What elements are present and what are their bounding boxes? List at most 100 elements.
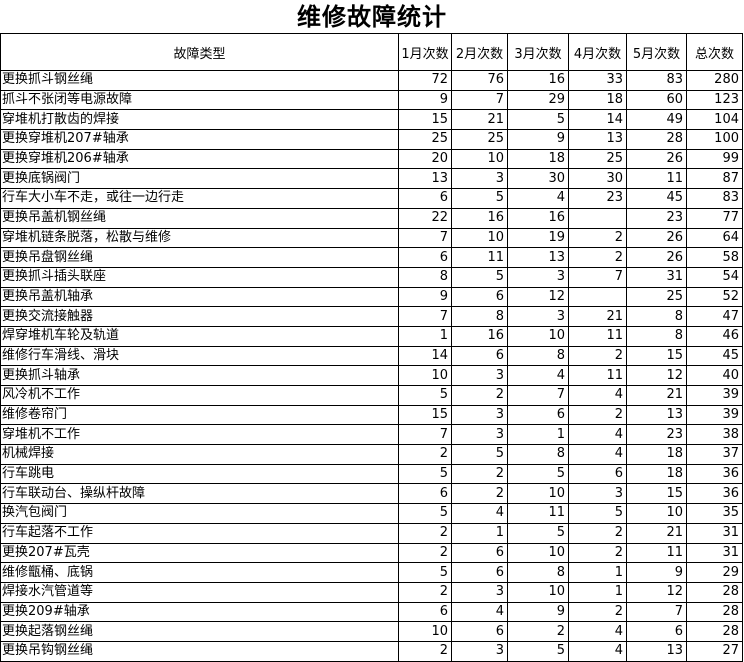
month-count-cell[interactable]: 2 bbox=[568, 345, 627, 367]
month-count-cell[interactable]: 7 bbox=[398, 227, 452, 249]
total-cell[interactable]: 77 bbox=[686, 207, 743, 229]
fault-type-cell[interactable]: 更换底锅阀门 bbox=[0, 168, 399, 190]
fault-type-cell[interactable]: 行车跳电 bbox=[0, 463, 399, 485]
month-count-cell[interactable]: 31 bbox=[626, 266, 687, 288]
month-count-cell[interactable]: 2 bbox=[568, 227, 627, 249]
total-cell[interactable]: 52 bbox=[686, 286, 743, 308]
month-count-cell[interactable]: 22 bbox=[398, 207, 452, 229]
month-count-cell[interactable]: 6 bbox=[451, 621, 508, 642]
fault-type-cell[interactable]: 穿堆机不工作 bbox=[0, 424, 399, 446]
fault-type-cell[interactable]: 更换吊钩钢丝绳 bbox=[0, 640, 399, 662]
month-count-cell[interactable]: 26 bbox=[626, 148, 687, 170]
total-cell[interactable]: 104 bbox=[686, 109, 743, 131]
month-count-cell[interactable]: 6 bbox=[451, 286, 508, 308]
month-count-cell[interactable]: 6 bbox=[398, 247, 452, 268]
fault-type-cell[interactable]: 更换吊盖机钢丝绳 bbox=[0, 207, 399, 229]
month-count-cell[interactable]: 6 bbox=[568, 463, 627, 485]
month-count-cell[interactable]: 3 bbox=[451, 424, 508, 446]
month-count-cell[interactable]: 11 bbox=[568, 325, 627, 347]
month-count-cell[interactable]: 3 bbox=[451, 168, 508, 190]
month-count-cell[interactable]: 2 bbox=[568, 404, 627, 426]
month-count-cell[interactable]: 10 bbox=[507, 581, 569, 603]
month-count-cell[interactable]: 6 bbox=[451, 542, 508, 564]
month-count-cell[interactable]: 60 bbox=[626, 89, 687, 111]
month-count-cell[interactable]: 5 bbox=[568, 503, 627, 524]
month-count-cell[interactable] bbox=[568, 286, 627, 308]
fault-type-cell[interactable]: 更换抓斗轴承 bbox=[0, 365, 399, 386]
fault-type-cell[interactable]: 更换起落钢丝绳 bbox=[0, 621, 399, 642]
total-cell[interactable]: 28 bbox=[686, 621, 743, 642]
month-count-cell[interactable]: 10 bbox=[451, 148, 508, 170]
month-count-cell[interactable]: 9 bbox=[398, 286, 452, 308]
fault-type-cell[interactable]: 更换交流接触器 bbox=[0, 306, 399, 327]
total-cell[interactable]: 28 bbox=[686, 601, 743, 623]
month-count-cell[interactable]: 21 bbox=[626, 385, 687, 406]
total-cell[interactable]: 31 bbox=[686, 542, 743, 564]
total-cell[interactable]: 38 bbox=[686, 424, 743, 446]
month-count-cell[interactable]: 7 bbox=[451, 89, 508, 111]
total-cell[interactable]: 36 bbox=[686, 463, 743, 485]
month-count-cell[interactable]: 18 bbox=[626, 463, 687, 485]
month-count-cell[interactable]: 6 bbox=[626, 621, 687, 642]
fault-type-cell[interactable]: 焊穿堆机车轮及轨道 bbox=[0, 325, 399, 347]
fault-type-cell[interactable]: 风冷机不工作 bbox=[0, 385, 399, 406]
fault-type-cell[interactable]: 更换穿堆机206#轴承 bbox=[0, 148, 399, 170]
total-cell[interactable]: 28 bbox=[686, 581, 743, 603]
total-cell[interactable]: 27 bbox=[686, 640, 743, 662]
month-count-cell[interactable]: 25 bbox=[626, 286, 687, 308]
month-count-cell[interactable]: 14 bbox=[398, 345, 452, 367]
month-count-cell[interactable]: 13 bbox=[507, 247, 569, 268]
month-count-cell[interactable]: 4 bbox=[568, 385, 627, 406]
month-count-cell[interactable]: 83 bbox=[626, 70, 687, 91]
month-count-cell[interactable]: 5 bbox=[451, 266, 508, 288]
month-count-cell[interactable]: 6 bbox=[398, 483, 452, 505]
month-count-cell[interactable]: 9 bbox=[507, 601, 569, 623]
total-cell[interactable]: 46 bbox=[686, 325, 743, 347]
month-count-cell[interactable]: 2 bbox=[568, 522, 627, 544]
month-count-cell[interactable]: 2 bbox=[568, 247, 627, 268]
total-cell[interactable]: 35 bbox=[686, 503, 743, 524]
month-count-cell[interactable]: 1 bbox=[568, 581, 627, 603]
month-count-cell[interactable]: 2 bbox=[507, 621, 569, 642]
fault-type-cell[interactable]: 更换207#瓦壳 bbox=[0, 542, 399, 564]
month-count-cell[interactable]: 30 bbox=[507, 168, 569, 190]
month-count-cell[interactable]: 10 bbox=[398, 621, 452, 642]
month-count-cell[interactable]: 3 bbox=[451, 365, 508, 386]
month-count-cell[interactable]: 8 bbox=[507, 444, 569, 465]
month-count-cell[interactable]: 10 bbox=[507, 483, 569, 505]
month-count-cell[interactable]: 1 bbox=[398, 325, 452, 347]
month-count-cell[interactable]: 13 bbox=[398, 168, 452, 190]
column-header[interactable]: 3月次数 bbox=[507, 33, 569, 71]
month-count-cell[interactable]: 9 bbox=[398, 89, 452, 111]
month-count-cell[interactable]: 26 bbox=[626, 227, 687, 249]
month-count-cell[interactable] bbox=[568, 207, 627, 229]
month-count-cell[interactable]: 10 bbox=[398, 365, 452, 386]
fault-type-cell[interactable]: 行车联动台、操纵杆故障 bbox=[0, 483, 399, 505]
month-count-cell[interactable]: 15 bbox=[626, 483, 687, 505]
month-count-cell[interactable]: 7 bbox=[398, 424, 452, 446]
fault-type-cell[interactable]: 行车大小车不走，或往一边行走 bbox=[0, 188, 399, 209]
month-count-cell[interactable]: 2 bbox=[398, 581, 452, 603]
total-cell[interactable]: 29 bbox=[686, 562, 743, 583]
month-count-cell[interactable]: 23 bbox=[626, 207, 687, 229]
total-cell[interactable]: 58 bbox=[686, 247, 743, 268]
month-count-cell[interactable]: 9 bbox=[626, 562, 687, 583]
fault-type-cell[interactable]: 机械焊接 bbox=[0, 444, 399, 465]
month-count-cell[interactable]: 4 bbox=[568, 640, 627, 662]
month-count-cell[interactable]: 6 bbox=[451, 345, 508, 367]
fault-type-cell[interactable]: 更换吊盖机轴承 bbox=[0, 286, 399, 308]
month-count-cell[interactable]: 4 bbox=[568, 444, 627, 465]
month-count-cell[interactable]: 15 bbox=[626, 345, 687, 367]
month-count-cell[interactable]: 18 bbox=[507, 148, 569, 170]
month-count-cell[interactable]: 3 bbox=[507, 306, 569, 327]
month-count-cell[interactable]: 20 bbox=[398, 148, 452, 170]
month-count-cell[interactable]: 3 bbox=[451, 404, 508, 426]
month-count-cell[interactable]: 10 bbox=[507, 325, 569, 347]
month-count-cell[interactable]: 2 bbox=[398, 542, 452, 564]
month-count-cell[interactable]: 10 bbox=[451, 227, 508, 249]
month-count-cell[interactable]: 8 bbox=[507, 345, 569, 367]
fault-type-cell[interactable]: 更换吊盘钢丝绳 bbox=[0, 247, 399, 268]
month-count-cell[interactable]: 23 bbox=[626, 424, 687, 446]
month-count-cell[interactable]: 4 bbox=[568, 621, 627, 642]
column-header[interactable]: 总次数 bbox=[686, 33, 743, 71]
